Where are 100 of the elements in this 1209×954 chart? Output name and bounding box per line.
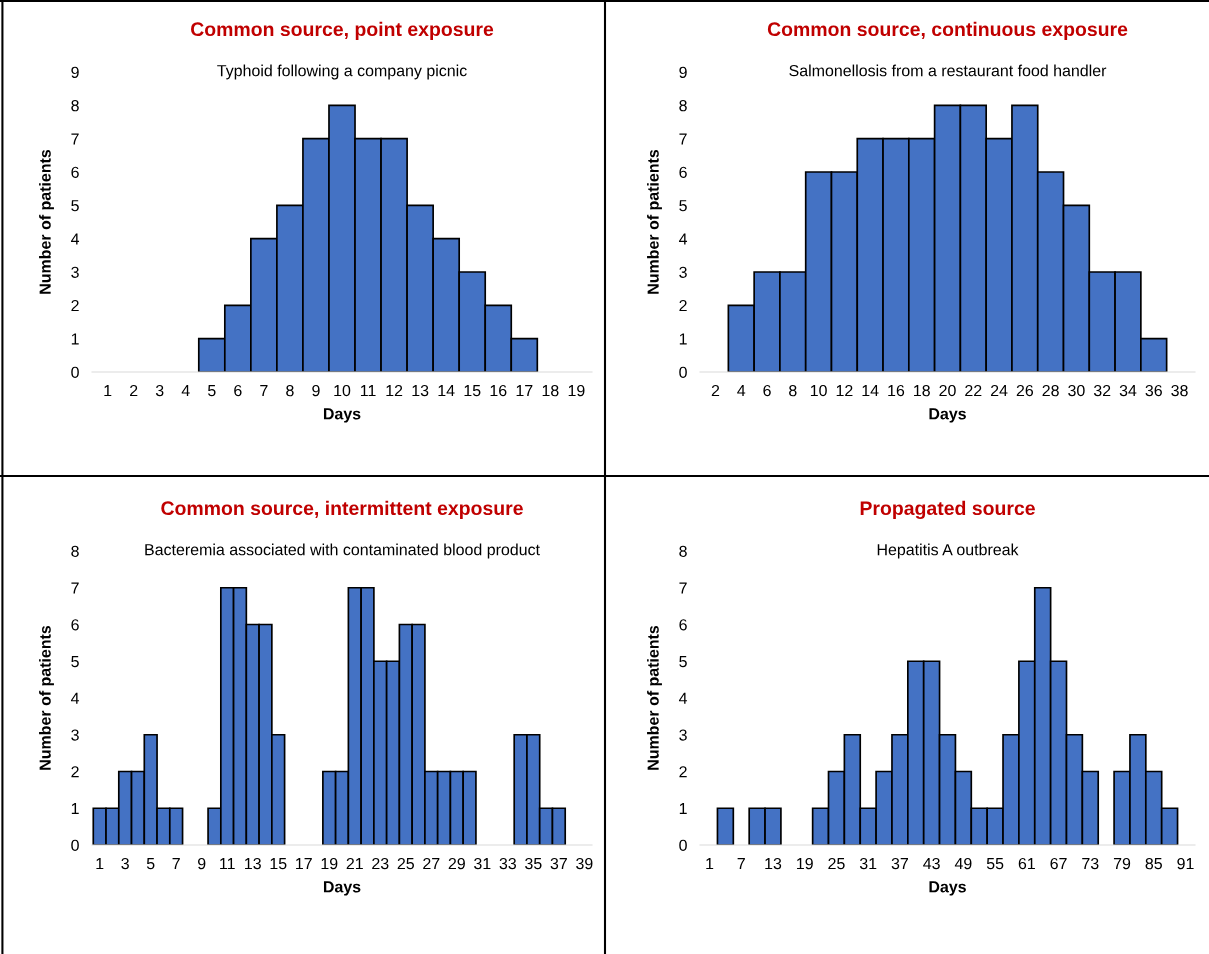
x-tick-label: 22: [965, 384, 982, 397]
y-tick-label: 0: [679, 366, 687, 378]
y-tick-label: 7: [71, 133, 79, 145]
x-tick-label: 91: [1177, 857, 1194, 870]
x-tick-label: 19: [797, 857, 813, 870]
y-tick-label: 4: [678, 692, 688, 704]
x-tick-label: 43: [923, 857, 940, 870]
y-axis-title: Number of patients: [39, 625, 54, 770]
y-tick-label: 3: [71, 266, 79, 278]
x-tick-label: 15: [464, 385, 481, 397]
x-tick-label: 25: [397, 857, 414, 870]
x-tick-label: 1: [96, 858, 104, 870]
x-tick-label: 79: [1113, 857, 1131, 870]
x-tick-label: 9: [198, 857, 206, 870]
x-tick-label: 6: [234, 384, 242, 397]
x-tick-label: 7: [260, 385, 268, 397]
y-tick-label: 9: [71, 66, 79, 78]
y-tick-label: 5: [71, 200, 79, 212]
x-tick-label: 9: [312, 384, 320, 397]
x-tick-label: 16: [490, 384, 507, 397]
x-tick-label: 67: [1050, 857, 1067, 870]
x-tick-label: 10: [810, 384, 827, 397]
y-tick-label: 2: [679, 766, 687, 778]
y-tick-label: 7: [71, 582, 79, 594]
chart-title: Propagated source: [860, 500, 1035, 520]
x-tick-label: 13: [245, 857, 261, 870]
x-tick-label: 4: [737, 385, 746, 397]
y-tick-label: 8: [679, 99, 687, 112]
x-tick-label: 12: [836, 384, 853, 397]
x-tick-label: 17: [516, 385, 533, 397]
x-tick-label: 11: [360, 385, 376, 397]
x-tick-label: 7: [737, 858, 745, 870]
y-tick-label: 7: [679, 582, 687, 594]
x-tick-label: 4: [181, 385, 190, 397]
x-tick-label: 29: [448, 857, 465, 870]
x-tick-label: 6: [763, 384, 771, 397]
y-tick-label: 5: [679, 200, 687, 212]
y-tick-label: 0: [71, 366, 79, 378]
y-tick-label: 5: [71, 656, 79, 668]
x-tick-label: 8: [789, 384, 797, 397]
x-tick-label: 11: [220, 858, 235, 870]
y-tick-label: 1: [71, 333, 79, 345]
y-tick-label: 3: [71, 729, 79, 741]
x-axis-title: Days: [929, 408, 966, 423]
x-tick-label: 1: [706, 858, 714, 870]
x-tick-label: 1: [104, 385, 112, 397]
x-tick-label: 19: [321, 857, 338, 870]
x-tick-label: 5: [146, 858, 155, 870]
x-tick-label: 30: [1068, 384, 1085, 397]
y-tick-label: 9: [679, 66, 687, 78]
x-axis-title: Days: [323, 881, 361, 896]
y-tick-label: 6: [71, 619, 79, 631]
x-tick-label: 85: [1145, 857, 1162, 870]
y-tick-label: 2: [71, 299, 79, 312]
y-tick-label: 1: [679, 803, 687, 815]
x-tick-label: 7: [172, 858, 180, 870]
x-tick-label: 3: [121, 857, 129, 870]
x-tick-label: 12: [386, 384, 403, 397]
x-tick-label: 8: [286, 384, 294, 397]
x-tick-label: 20: [939, 384, 956, 397]
bar: [716, 807, 735, 845]
x-tick-label: 25: [828, 857, 845, 870]
x-tick-label: 14: [438, 385, 455, 397]
x-tick-label: 13: [412, 384, 429, 397]
x-tick-label: 34: [1119, 384, 1137, 397]
y-tick-label: 2: [679, 299, 687, 312]
x-tick-label: 17: [296, 858, 312, 870]
x-tick-label: 27: [423, 857, 440, 870]
x-axis-title: Days: [929, 881, 966, 896]
y-tick-label: 1: [71, 803, 79, 815]
x-tick-label: 31: [474, 857, 491, 870]
x-tick-label: 38: [1171, 384, 1188, 397]
y-tick-label: 2: [71, 766, 79, 778]
x-tick-label: 24: [990, 384, 1008, 397]
x-tick-label: 36: [1145, 384, 1162, 397]
x-tick-label: 16: [888, 384, 905, 397]
chart-subtitle: Typhoid following a company picnic: [217, 64, 467, 80]
x-tick-label: 26: [1016, 384, 1034, 397]
y-tick-label: 7: [679, 133, 687, 145]
chart-subtitle: Salmonellosis from a restaurant food handler: [789, 64, 1107, 77]
x-tick-label: 18: [914, 384, 930, 397]
y-tick-label: 0: [71, 839, 79, 851]
y-tick-label: 8: [679, 545, 687, 557]
y-axis-title: Number of patients: [647, 625, 662, 770]
x-tick-label: 15: [270, 858, 287, 870]
y-tick-label: 0: [679, 839, 687, 851]
x-tick-label: 2: [711, 384, 720, 397]
chart-title: Common source, intermittent exposure: [161, 500, 523, 519]
x-tick-label: 21: [346, 857, 363, 870]
y-tick-label: 6: [679, 166, 687, 178]
x-tick-label: 49: [954, 857, 972, 870]
chart-title: Common source, point exposure: [191, 21, 494, 40]
y-tick-label: 8: [71, 99, 79, 112]
y-tick-label: 6: [71, 166, 79, 178]
x-tick-label: 35: [525, 857, 542, 870]
x-tick-label: 33: [499, 857, 516, 870]
y-tick-label: 4: [678, 233, 688, 245]
x-tick-label: 19: [568, 384, 585, 397]
y-tick-label: 3: [679, 729, 687, 741]
y-tick-label: 3: [679, 266, 687, 278]
